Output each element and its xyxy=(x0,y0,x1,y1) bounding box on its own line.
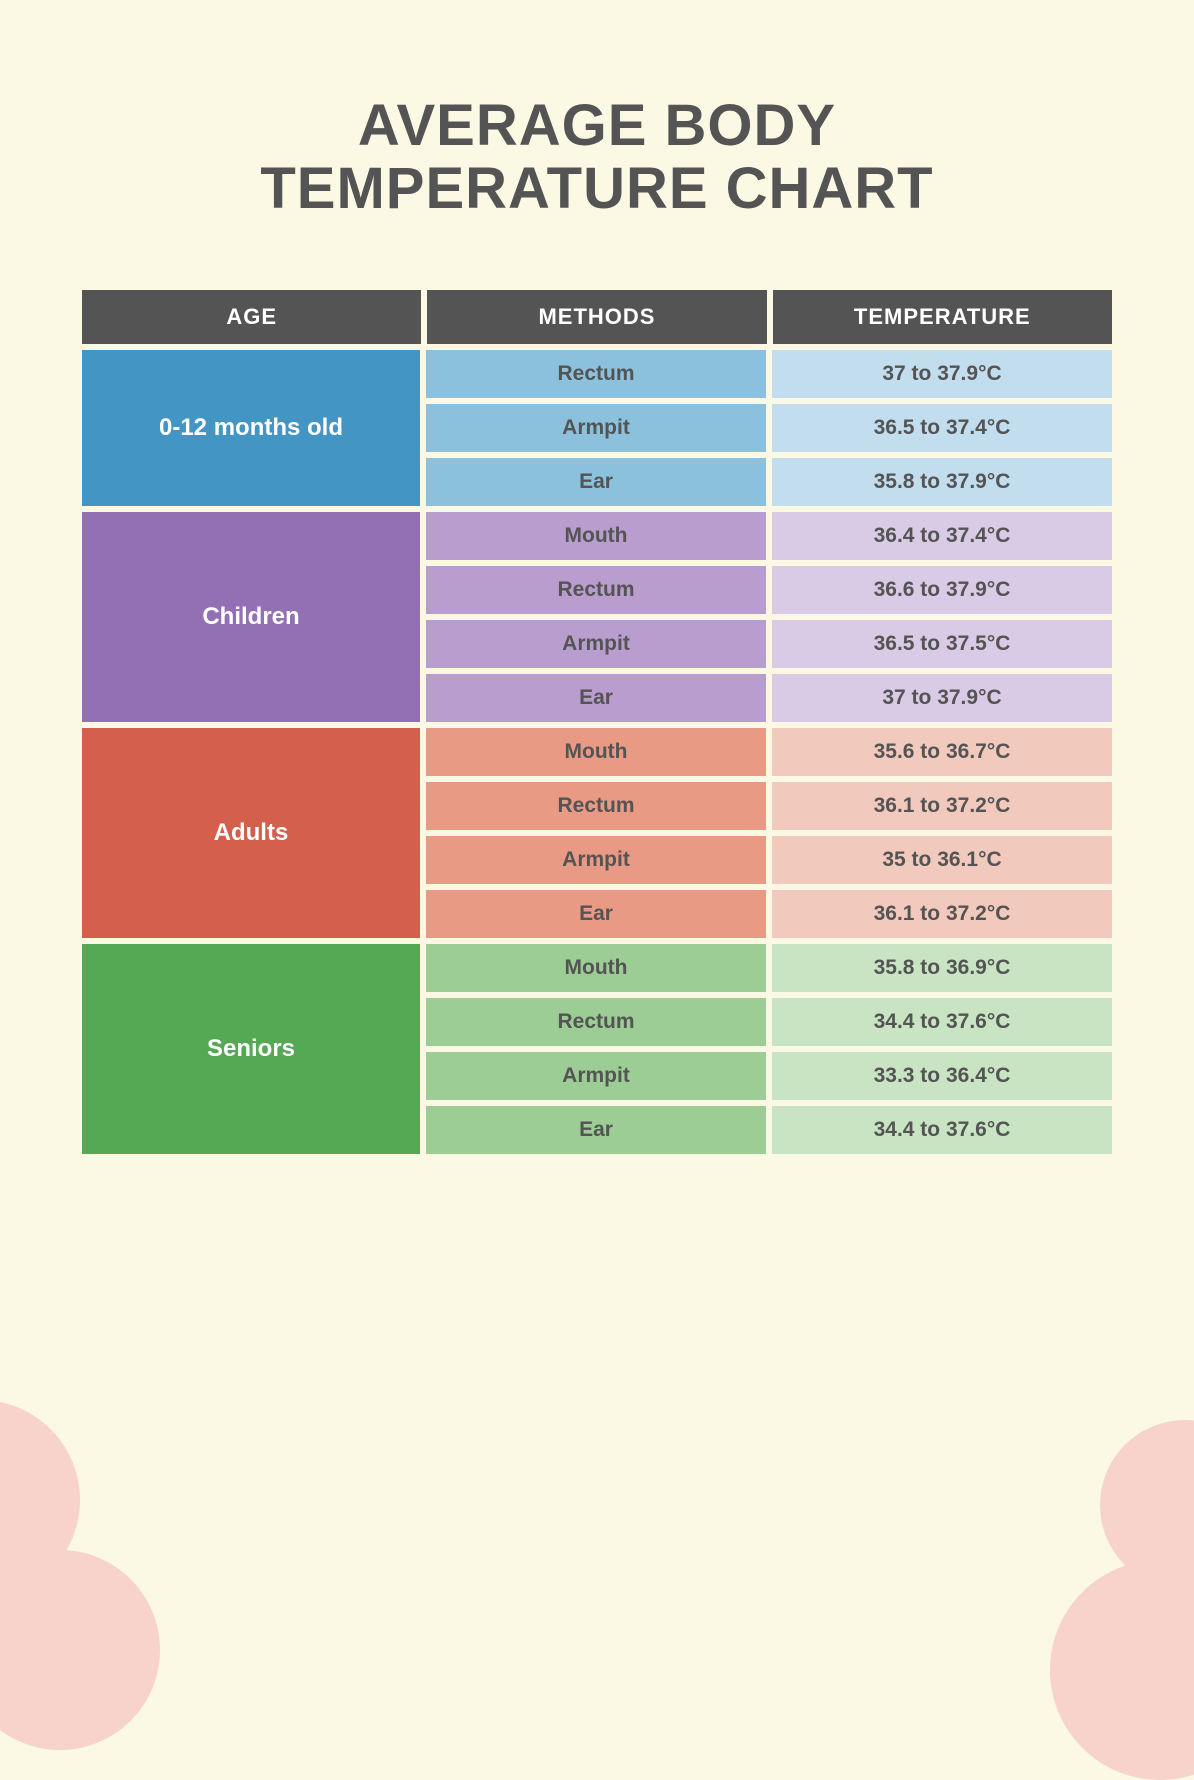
age-section: 0-12 months oldRectum37 to 37.9°CArmpit3… xyxy=(82,350,1112,506)
table-row: Rectum34.4 to 37.6°C xyxy=(426,998,1112,1046)
chart-title: AVERAGE BODY TEMPERATURE CHART xyxy=(0,0,1194,220)
table-row: Ear34.4 to 37.6°C xyxy=(426,1106,1112,1154)
age-group-label: Children xyxy=(82,512,420,722)
table-row: Mouth36.4 to 37.4°C xyxy=(426,512,1112,560)
age-section: SeniorsMouth35.8 to 36.9°CRectum34.4 to … xyxy=(82,944,1112,1154)
header-temperature: TEMPERATURE xyxy=(773,290,1112,344)
title-line-2: TEMPERATURE CHART xyxy=(260,156,933,221)
temperature-cell: 36.1 to 37.2°C xyxy=(772,782,1112,830)
temperature-cell: 35.8 to 37.9°C xyxy=(772,458,1112,506)
method-cell: Ear xyxy=(426,458,766,506)
method-cell: Rectum xyxy=(426,998,766,1046)
header-methods: METHODS xyxy=(427,290,766,344)
temperature-cell: 34.4 to 37.6°C xyxy=(772,1106,1112,1154)
temperature-cell: 37 to 37.9°C xyxy=(772,350,1112,398)
table-row: Armpit36.5 to 37.4°C xyxy=(426,404,1112,452)
temperature-cell: 33.3 to 36.4°C xyxy=(772,1052,1112,1100)
table-row: Rectum37 to 37.9°C xyxy=(426,350,1112,398)
table-row: Rectum36.6 to 37.9°C xyxy=(426,566,1112,614)
method-cell: Rectum xyxy=(426,782,766,830)
table-row: Rectum36.1 to 37.2°C xyxy=(426,782,1112,830)
method-rows: Rectum37 to 37.9°CArmpit36.5 to 37.4°CEa… xyxy=(426,350,1112,506)
method-rows: Mouth35.6 to 36.7°CRectum36.1 to 37.2°CA… xyxy=(426,728,1112,938)
temperature-cell: 36.1 to 37.2°C xyxy=(772,890,1112,938)
table-row: Armpit33.3 to 36.4°C xyxy=(426,1052,1112,1100)
table-row: Mouth35.8 to 36.9°C xyxy=(426,944,1112,992)
method-cell: Rectum xyxy=(426,350,766,398)
decorative-circle xyxy=(1050,1560,1194,1780)
temperature-cell: 35.8 to 36.9°C xyxy=(772,944,1112,992)
method-cell: Ear xyxy=(426,1106,766,1154)
method-cell: Ear xyxy=(426,674,766,722)
temperature-table: AGE METHODS TEMPERATURE 0-12 months oldR… xyxy=(82,290,1112,1154)
table-row: Ear36.1 to 37.2°C xyxy=(426,890,1112,938)
temperature-cell: 37 to 37.9°C xyxy=(772,674,1112,722)
method-cell: Armpit xyxy=(426,620,766,668)
method-cell: Armpit xyxy=(426,836,766,884)
table-header-row: AGE METHODS TEMPERATURE xyxy=(82,290,1112,344)
table-row: Armpit35 to 36.1°C xyxy=(426,836,1112,884)
table-row: Mouth35.6 to 36.7°C xyxy=(426,728,1112,776)
table-row: Ear37 to 37.9°C xyxy=(426,674,1112,722)
age-group-label: Adults xyxy=(82,728,420,938)
age-section: AdultsMouth35.6 to 36.7°CRectum36.1 to 3… xyxy=(82,728,1112,938)
table-row: Ear35.8 to 37.9°C xyxy=(426,458,1112,506)
temperature-cell: 36.5 to 37.4°C xyxy=(772,404,1112,452)
method-cell: Mouth xyxy=(426,728,766,776)
method-cell: Armpit xyxy=(426,404,766,452)
method-rows: Mouth36.4 to 37.4°CRectum36.6 to 37.9°CA… xyxy=(426,512,1112,722)
method-cell: Mouth xyxy=(426,512,766,560)
temperature-cell: 35.6 to 36.7°C xyxy=(772,728,1112,776)
temperature-cell: 35 to 36.1°C xyxy=(772,836,1112,884)
table-row: Armpit36.5 to 37.5°C xyxy=(426,620,1112,668)
title-line-1: AVERAGE BODY xyxy=(358,93,836,158)
header-age: AGE xyxy=(82,290,421,344)
method-rows: Mouth35.8 to 36.9°CRectum34.4 to 37.6°CA… xyxy=(426,944,1112,1154)
age-group-label: 0-12 months old xyxy=(82,350,420,506)
method-cell: Mouth xyxy=(426,944,766,992)
temperature-cell: 36.4 to 37.4°C xyxy=(772,512,1112,560)
temperature-cell: 36.6 to 37.9°C xyxy=(772,566,1112,614)
age-section: ChildrenMouth36.4 to 37.4°CRectum36.6 to… xyxy=(82,512,1112,722)
decorative-circle xyxy=(0,1550,160,1750)
method-cell: Armpit xyxy=(426,1052,766,1100)
temperature-cell: 36.5 to 37.5°C xyxy=(772,620,1112,668)
temperature-cell: 34.4 to 37.6°C xyxy=(772,998,1112,1046)
method-cell: Rectum xyxy=(426,566,766,614)
age-group-label: Seniors xyxy=(82,944,420,1154)
method-cell: Ear xyxy=(426,890,766,938)
